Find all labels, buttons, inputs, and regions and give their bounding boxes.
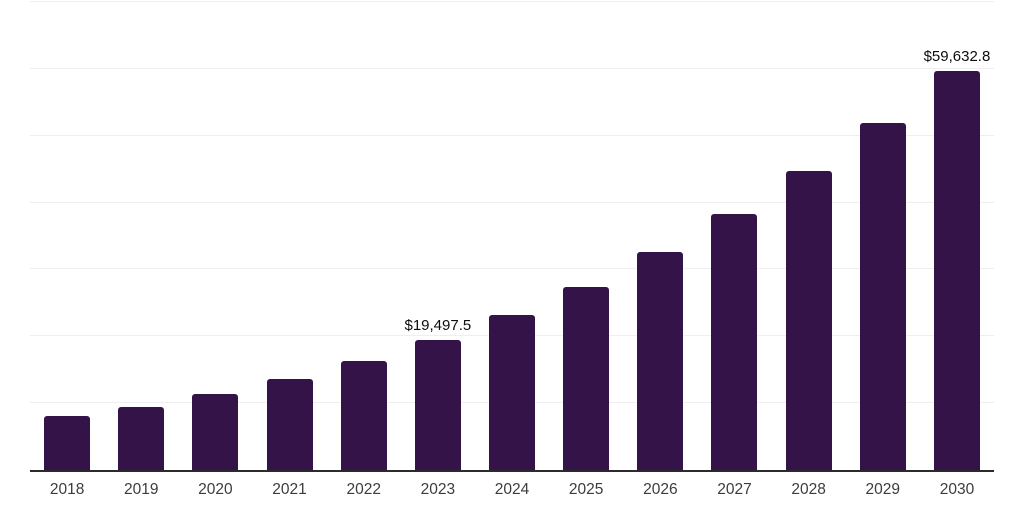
x-axis-label-2023: 2023 xyxy=(420,481,456,498)
bar-2020 xyxy=(192,393,239,470)
bar-2026 xyxy=(637,252,684,470)
gridline xyxy=(30,67,994,69)
x-axis-label-2028: 2028 xyxy=(791,481,826,498)
bar-slot xyxy=(697,2,771,470)
bar-slot xyxy=(549,2,623,470)
bar-value-label-2023: $19,497.5 xyxy=(404,316,472,334)
bar-2022 xyxy=(340,361,387,470)
bar-value-label-2030: $59,632.8 xyxy=(923,48,991,66)
bars-layer: $19,497.5 $59,632.8 xyxy=(30,2,994,470)
bar-2027 xyxy=(711,213,758,470)
gridline xyxy=(30,134,994,136)
x-axis-label-2025: 2025 xyxy=(568,481,604,498)
gridline xyxy=(30,201,994,203)
bar-slot xyxy=(327,2,401,470)
x-axis-label-2018: 2018 xyxy=(49,481,85,498)
bar-2024 xyxy=(489,314,536,470)
x-axis-label-2020: 2020 xyxy=(198,481,233,498)
bar-slot xyxy=(623,2,697,470)
bar-slot xyxy=(772,2,846,470)
bar-slot xyxy=(30,2,104,470)
bar-2021 xyxy=(266,379,313,470)
bar-slot: $19,497.5 xyxy=(401,2,475,470)
x-axis-label-2024: 2024 xyxy=(494,481,530,498)
x-axis-label-2027: 2027 xyxy=(717,481,752,498)
x-axis-label-2029: 2029 xyxy=(865,481,901,498)
bar-2030 xyxy=(933,71,980,470)
bar-slot xyxy=(252,2,326,470)
gridline xyxy=(30,1,994,2)
x-axis-labels: 2018 2019 2020 2021 2022 2023 2024 2025 2026 2027… xyxy=(30,481,994,499)
x-axis-label-2019: 2019 xyxy=(123,481,159,498)
bar-2018 xyxy=(44,415,91,470)
bar-2029 xyxy=(859,123,906,470)
gridline xyxy=(30,268,994,270)
bar-2025 xyxy=(563,286,610,470)
bar-slot xyxy=(846,2,920,470)
x-axis-label-2026: 2026 xyxy=(643,481,678,498)
bar-slot xyxy=(178,2,252,470)
bar-slot: $59,632.8 xyxy=(920,2,994,470)
x-axis-label-2022: 2022 xyxy=(346,481,381,498)
bar-2019 xyxy=(118,407,165,470)
bar-2023 xyxy=(414,339,461,470)
x-axis-label-2030: 2030 xyxy=(939,481,975,498)
bar-slot xyxy=(475,2,549,470)
plot-area: $19,497.5 $59,632.8 xyxy=(30,1,994,472)
bar-slot xyxy=(104,2,178,470)
bar-2028 xyxy=(785,171,832,470)
x-axis-label-2021: 2021 xyxy=(272,481,307,498)
